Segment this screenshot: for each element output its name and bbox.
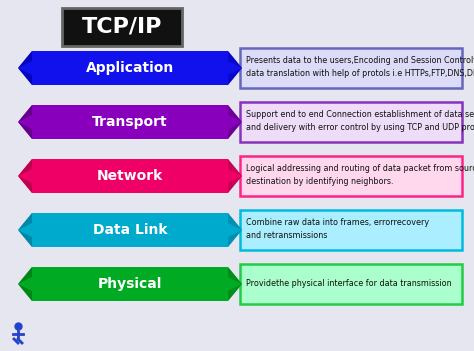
Text: Network: Network (97, 169, 163, 183)
FancyBboxPatch shape (240, 156, 462, 196)
Text: Logical addressing and routing of data packet from source to
destination by iden: Logical addressing and routing of data p… (246, 164, 474, 186)
Polygon shape (18, 213, 32, 230)
Polygon shape (228, 230, 242, 247)
Polygon shape (18, 122, 32, 139)
Text: Transport: Transport (92, 115, 168, 129)
Text: Support end to end Connection establishment of data segments
and delivery with e: Support end to end Connection establishm… (246, 110, 474, 132)
Polygon shape (18, 159, 32, 176)
Polygon shape (18, 213, 242, 247)
Polygon shape (18, 267, 242, 301)
FancyBboxPatch shape (240, 210, 462, 250)
Polygon shape (228, 122, 242, 139)
Polygon shape (18, 105, 242, 139)
Polygon shape (228, 284, 242, 301)
Text: Data Link: Data Link (93, 223, 167, 237)
Polygon shape (228, 267, 242, 284)
Polygon shape (18, 68, 32, 85)
Polygon shape (18, 284, 32, 301)
Polygon shape (228, 68, 242, 85)
Polygon shape (18, 176, 32, 193)
FancyBboxPatch shape (240, 264, 462, 304)
Polygon shape (228, 51, 242, 68)
Polygon shape (18, 105, 32, 122)
FancyBboxPatch shape (62, 8, 182, 46)
Polygon shape (228, 105, 242, 122)
Polygon shape (18, 51, 32, 68)
Polygon shape (228, 159, 242, 176)
FancyBboxPatch shape (240, 48, 462, 88)
Text: Providethe physical interface for data transmission: Providethe physical interface for data t… (246, 278, 452, 287)
Text: Combine raw data into frames, errorrecovery
and retransmissions: Combine raw data into frames, errorrecov… (246, 218, 429, 240)
Text: Physical: Physical (98, 277, 162, 291)
Polygon shape (18, 230, 32, 247)
Polygon shape (18, 159, 242, 193)
Text: TCP/IP: TCP/IP (82, 17, 162, 37)
Polygon shape (228, 213, 242, 230)
Polygon shape (18, 267, 32, 284)
Text: Presents data to the users,Encoding and Session Controlt ,
data translation with: Presents data to the users,Encoding and … (246, 56, 474, 78)
FancyBboxPatch shape (240, 102, 462, 142)
Polygon shape (18, 51, 242, 85)
Text: Application: Application (86, 61, 174, 75)
Polygon shape (228, 176, 242, 193)
